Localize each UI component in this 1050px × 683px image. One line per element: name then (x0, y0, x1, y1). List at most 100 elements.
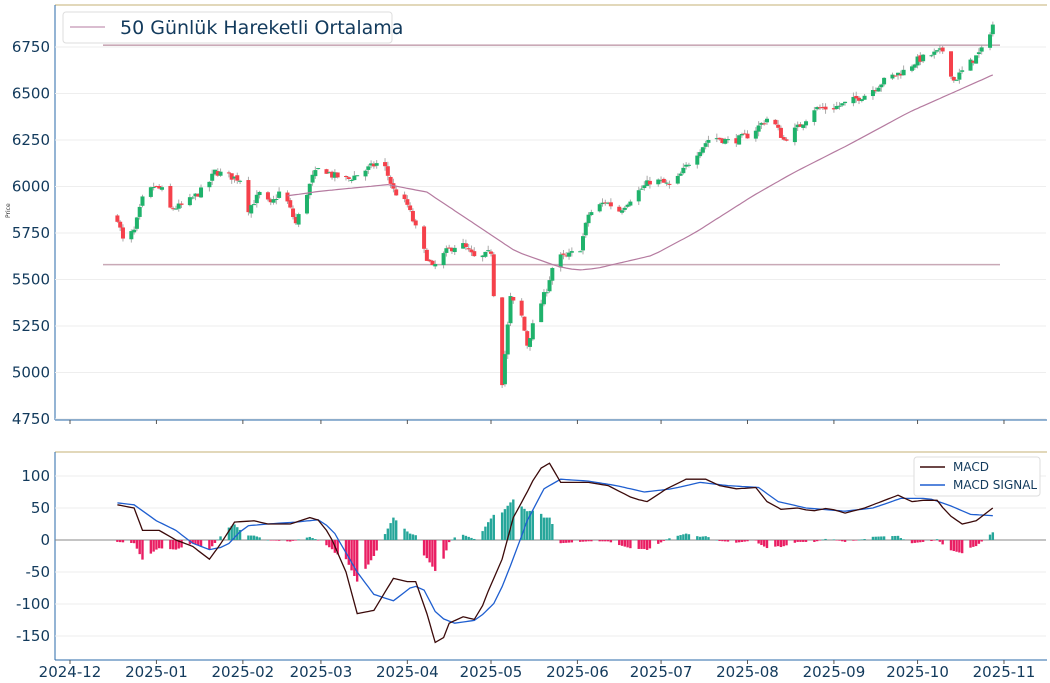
histogram-bar (852, 540, 855, 541)
candle-body (530, 323, 535, 340)
candle-body (410, 210, 415, 222)
histogram-bar (130, 540, 133, 543)
y-tick-label: 5000 (12, 364, 50, 382)
candle-body (277, 191, 282, 198)
histogram-bar (609, 540, 613, 543)
histogram-bar (487, 522, 490, 540)
candle-body (703, 143, 708, 147)
candle-body (154, 185, 159, 187)
x-tick-label: 2025-10 (886, 663, 949, 681)
y-tick-label: 6750 (12, 38, 50, 56)
candle (661, 177, 666, 183)
candle-body (430, 260, 435, 266)
candle-body (355, 175, 360, 177)
histogram-bar (434, 540, 437, 571)
candle (859, 98, 864, 103)
candle (154, 185, 159, 188)
histogram-bar (988, 534, 992, 540)
histogram-bar (972, 540, 975, 547)
candle-body (257, 191, 262, 196)
candle (628, 199, 633, 207)
histogram-bar (492, 514, 495, 540)
histogram-bar (626, 540, 629, 548)
candle-body (569, 251, 574, 253)
candle-body (541, 292, 546, 305)
histogram-bar (350, 540, 353, 571)
candle-body (723, 139, 728, 144)
candle-body (837, 105, 842, 107)
histogram-bar (774, 540, 777, 547)
legend-ma-label: 50 Günlük Hareketli Ortalama (120, 17, 403, 39)
candle-body (606, 202, 611, 204)
candle (988, 32, 993, 51)
candle (210, 169, 215, 185)
histogram-bar (177, 540, 180, 549)
candle (528, 338, 533, 351)
candle (706, 135, 711, 148)
histogram-bar (291, 540, 295, 541)
candle-body (979, 47, 984, 52)
histogram-bar (916, 540, 919, 543)
candle (132, 226, 137, 235)
candle-body (625, 204, 630, 207)
candle-body (265, 192, 270, 200)
histogram-bar (754, 540, 758, 541)
histogram-bar (804, 540, 808, 542)
candle (530, 319, 535, 341)
candle-body (706, 139, 711, 143)
candle (140, 194, 145, 208)
candle (686, 162, 691, 168)
y-tick-label: 5250 (12, 317, 50, 335)
candle (291, 205, 296, 220)
candle (589, 209, 594, 217)
histogram-bar (687, 534, 691, 540)
candle (394, 185, 399, 196)
candle-body (912, 64, 917, 68)
histogram-bar (902, 539, 905, 540)
candle (413, 218, 418, 229)
histogram-bar (841, 540, 844, 542)
candle (960, 66, 965, 74)
candle (463, 239, 468, 251)
candle (257, 190, 262, 199)
candle-body (667, 183, 672, 185)
candle-body (137, 206, 142, 217)
histogram-bar (835, 540, 838, 541)
candle (695, 151, 700, 169)
candle-body (739, 134, 744, 136)
candle-body (558, 254, 563, 268)
histogram-bar (757, 540, 760, 544)
candle (912, 63, 917, 71)
candle (949, 51, 954, 80)
candle-body (781, 137, 786, 140)
candle-body (578, 251, 583, 253)
candle-body (600, 202, 605, 205)
x-tick-label: 2024-12 (39, 663, 102, 681)
candle-body (890, 74, 895, 79)
candle (371, 161, 376, 169)
candle-body (193, 193, 198, 197)
candle (327, 171, 332, 174)
candle (957, 68, 962, 84)
candle (441, 251, 446, 269)
histogram-bar (598, 540, 601, 542)
candle-body (196, 193, 201, 197)
histogram-bar (247, 535, 250, 540)
x-tick-label: 2025-07 (630, 663, 693, 681)
candle-body (854, 95, 859, 99)
candle (990, 21, 995, 37)
candle (187, 193, 192, 207)
y-tick-label: 0 (40, 531, 50, 549)
histogram-bar (765, 540, 769, 549)
candle (402, 191, 407, 203)
candle (606, 201, 611, 205)
candle-body (801, 124, 806, 128)
candle (617, 204, 622, 213)
histogram-bar (526, 511, 529, 540)
candle (659, 176, 664, 184)
histogram-bar (289, 540, 292, 542)
histogram-bar (587, 540, 590, 542)
candle-body (664, 182, 669, 184)
candle-body (831, 108, 836, 110)
